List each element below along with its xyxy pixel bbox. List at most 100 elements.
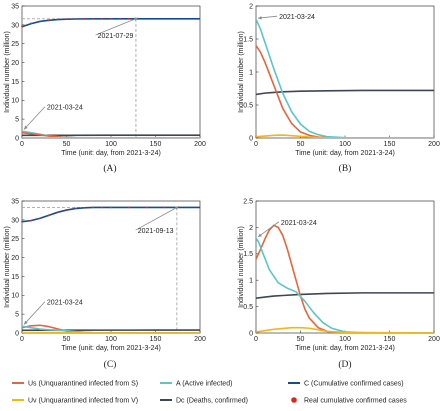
real-cases-point (47, 19, 50, 22)
real-cases-point (30, 22, 32, 25)
x-tick-label: 100 (339, 141, 351, 148)
annotation-arrowhead (24, 125, 28, 130)
real-cases-point (83, 206, 86, 209)
legend-label: A (Active infected) (176, 381, 232, 388)
annotation-label: 2021-03-24 (47, 105, 83, 112)
annotation-arrow (95, 17, 139, 36)
real-cases-point (74, 18, 77, 20)
real-cases-point (56, 18, 59, 21)
legend: Us (Unquarantined infected from S) A (Act… (12, 381, 407, 405)
annotation-arrow (257, 221, 280, 238)
legend-label: Us (Unquarantined infected from S) (28, 381, 138, 388)
annotation-label: 2021-03-24 (47, 300, 83, 307)
x-tick-label: 100 (105, 141, 117, 148)
real-cases-point (65, 209, 68, 211)
panel-label: (D) (338, 359, 351, 370)
annotation-arrowhead (24, 320, 28, 325)
real-cases-point (119, 17, 121, 20)
real-cases-point (163, 206, 166, 209)
panel-a: 0 50 100 150 200 0 5 10 15 20 25 30 35 Time (unit: da… (4, 3, 206, 174)
y-tick-label: 10 (11, 293, 19, 300)
real-cases-point (145, 206, 148, 209)
y-tick-label: 5 (15, 312, 19, 319)
y-tick-label: 0.5 (243, 102, 253, 109)
x-tick-label: 200 (428, 336, 440, 343)
axes-frame (21, 5, 201, 139)
y-tick-label: 1 (249, 278, 253, 285)
real-cases-point (56, 211, 59, 214)
y-tick-label: 20 (11, 255, 19, 262)
y-tick-label: 35 (11, 198, 19, 205)
x-tick-label: 50 (297, 141, 305, 148)
y-tick-label: 10 (11, 98, 19, 105)
x-axis-label: Time (unit: day, from 2021-3-24) (295, 345, 395, 352)
annotation-arrow (23, 106, 46, 130)
x-tick-label: 0 (254, 336, 258, 343)
panel-c: 0 50 100 150 200 0 5 10 15 20 25 30 35 Time (unit: da… (4, 198, 206, 370)
real-cases-point (30, 219, 32, 222)
y-tick-label: 1.5 (243, 36, 253, 43)
real-cases-point (101, 206, 103, 209)
real-cases-point (74, 207, 77, 210)
axes-frame (255, 5, 435, 139)
legend-label: Dc (Deaths, confirmed) (176, 398, 248, 405)
legend-swatch-real (291, 397, 297, 403)
y-tick-label: 15 (11, 79, 19, 86)
annotation-arrowhead (174, 206, 179, 210)
real-cases-point (38, 20, 41, 23)
series-line-dc (256, 89, 434, 96)
panel-label: (C) (104, 359, 117, 370)
real-cases-point (21, 25, 23, 28)
y-tick-label: 1.5 (243, 251, 253, 258)
y-tick-label: 0 (15, 135, 19, 142)
series-line-c (22, 206, 200, 223)
x-tick-label: 200 (428, 141, 440, 148)
x-tick-label: 150 (150, 141, 162, 148)
y-tick-label: 1 (249, 69, 253, 76)
x-tick-label: 150 (384, 141, 396, 148)
annotation-label: 2021-09-13 (138, 228, 174, 235)
x-tick-label: 50 (297, 336, 305, 343)
series-line-uv (256, 134, 434, 138)
annotation-arrowhead (258, 16, 262, 20)
annotation-label: 2021-03-24 (281, 220, 317, 227)
series-line-a (256, 237, 434, 333)
legend-label: C (Cumulative confirmed cases) (304, 381, 404, 388)
real-cases-point (127, 206, 130, 209)
y-axis-label: Individual number (million) (238, 226, 245, 308)
x-tick-label: 50 (63, 336, 71, 343)
real-cases-point (92, 206, 95, 209)
series-line-dc (256, 292, 434, 299)
real-cases-point (65, 18, 68, 21)
y-axis-label: Individual number (million) (238, 31, 245, 113)
panel-d: 0 50 100 150 200 0 0.5 1 1.5 2 2.5 Time (unit: day,… (238, 198, 440, 370)
x-tick-label: 100 (339, 336, 351, 343)
y-axis-label: Individual number (million) (4, 31, 11, 113)
x-tick-label: 0 (254, 141, 258, 148)
y-tick-label: 30 (11, 217, 19, 224)
y-tick-label: 25 (11, 41, 19, 48)
series-line-a (256, 18, 434, 138)
real-cases-point (83, 17, 86, 20)
x-tick-label: 200 (194, 141, 206, 148)
real-cases-point (21, 220, 23, 223)
panel-b: 0 50 100 150 200 0 0.5 1 1.5 2 Time (unit: day, fr… (238, 3, 440, 174)
series-line-c (22, 18, 200, 28)
axes-frame (21, 200, 201, 334)
panel-label: (A) (103, 163, 116, 174)
x-tick-label: 150 (150, 336, 162, 343)
series-line-uv (256, 326, 434, 333)
x-tick-label: 0 (20, 336, 24, 343)
y-tick-label: 2.5 (243, 198, 253, 205)
y-tick-label: 0.5 (243, 304, 253, 311)
real-cases-point (47, 214, 50, 217)
real-cases-point (110, 206, 112, 209)
x-tick-label: 0 (20, 141, 24, 148)
x-tick-label: 100 (105, 336, 117, 343)
series-line-us (256, 44, 434, 138)
real-cases-point (110, 17, 112, 20)
panel-label: (B) (339, 163, 352, 174)
real-cases-point (127, 17, 130, 20)
x-tick-label: 50 (63, 141, 71, 148)
